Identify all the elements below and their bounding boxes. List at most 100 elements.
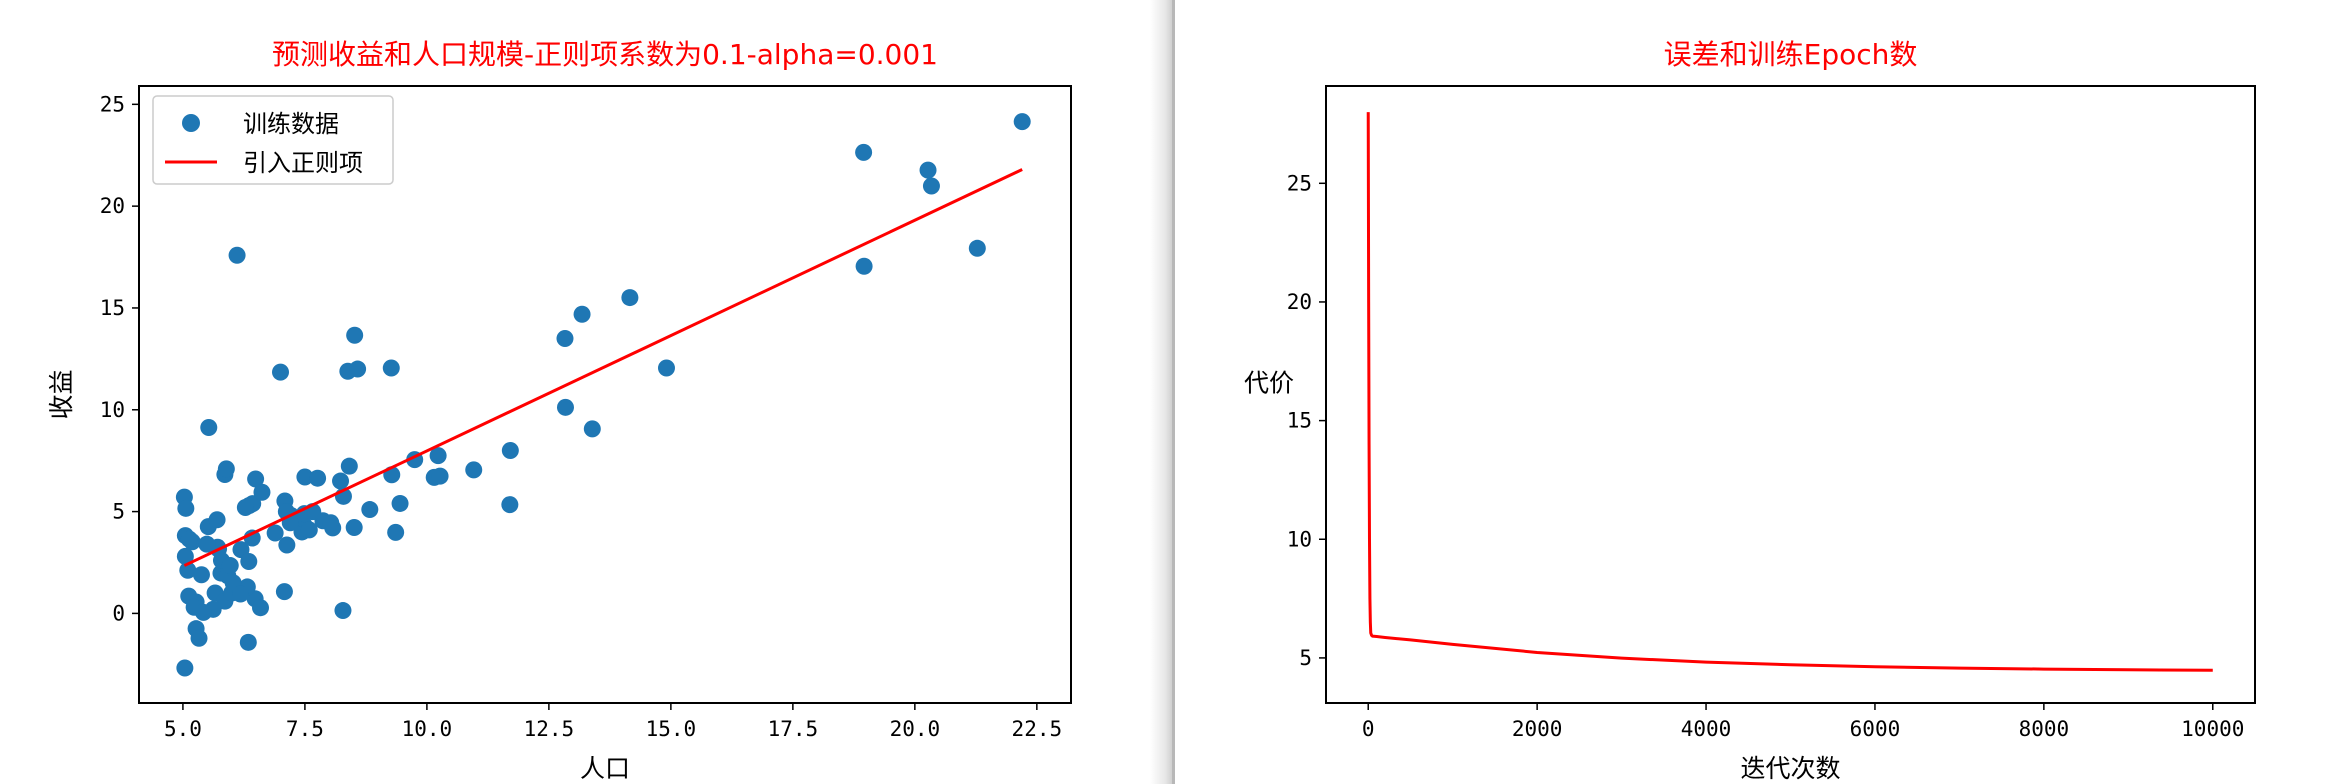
scatter-point [391, 494, 409, 512]
scatter-point [429, 447, 447, 465]
scatter-point [252, 599, 270, 617]
scatter-point [296, 468, 314, 486]
x-axis-label: 人口 [580, 754, 630, 783]
x-axis-label: 迭代次数 [1740, 754, 1840, 783]
scatter-point [192, 566, 210, 584]
x-tick-label: 17.5 [768, 717, 819, 741]
scatter-point [243, 529, 261, 547]
legend-scatter-marker [182, 114, 200, 132]
scatter-point [345, 518, 363, 536]
scatter-point [253, 483, 271, 501]
scatter-point [382, 359, 400, 377]
scatter-point [501, 441, 519, 459]
x-tick-label: 12.5 [524, 717, 575, 741]
scatter-point [556, 330, 574, 348]
scatter-point [465, 461, 483, 479]
scatter-point [968, 239, 986, 257]
y-tick-label: 15 [1287, 409, 1312, 433]
scatter-point [200, 418, 218, 436]
scatter-point [573, 305, 591, 323]
y-tick-label: 10 [100, 398, 125, 422]
y-tick-label: 10 [1287, 527, 1312, 551]
scatter-point [431, 467, 449, 485]
plot-area-frame [138, 85, 1072, 704]
chart-cost-vs-epoch: 误差和训练Epoch数 迭代次数 代价 0 2000 4000 6000 8000 100… [1244, 38, 2256, 783]
scatter-point [583, 420, 601, 438]
cost-curve-group [1366, 112, 2213, 672]
y-tick-label: 20 [1287, 290, 1312, 314]
x-tick-label: 20.0 [890, 717, 941, 741]
scatter-point [349, 360, 367, 378]
y-tick-label: 25 [100, 92, 125, 116]
scatter-point [272, 363, 290, 381]
scatter-point [275, 583, 293, 601]
y-tick-label: 20 [100, 194, 125, 218]
scatter-point [387, 523, 405, 541]
chart-population-revenue: 预测收益和人口规模-正则项系数为0.1-alpha=0.001 人口 收益 5.… [47, 38, 1072, 783]
x-tick-label: 2000 [1512, 717, 1563, 741]
x-tick-label: 7.5 [286, 717, 324, 741]
scatter-point [332, 472, 350, 490]
scatter-point [922, 177, 940, 195]
legend: 训练数据 引入正则项 [152, 95, 394, 185]
y-tick-label: 0 [112, 601, 125, 625]
scatter-point [300, 521, 318, 539]
y-axis-label: 代价 [1244, 369, 1294, 398]
plot-area-frame [1325, 85, 2256, 704]
legend-label-regularized: 引入正则项 [243, 149, 363, 177]
x-tick-label: 8000 [2019, 717, 2070, 741]
regression-line [183, 168, 1023, 567]
axis-ticks: 5.0 7.5 10.0 12.5 15.0 17.5 20.0 22.5 0 5 10 15 20 25 [100, 92, 1062, 741]
scatter-point [194, 603, 212, 621]
scatter-point [217, 460, 235, 478]
scatter-point [208, 511, 226, 529]
scatter-point [334, 602, 352, 620]
scatter-point [1013, 113, 1031, 131]
scatter-point [621, 289, 639, 307]
y-tick-label: 25 [1287, 171, 1312, 195]
scatter-point [556, 398, 574, 416]
scatter-point [180, 530, 198, 548]
scatter-point [247, 470, 265, 488]
scatter-point [176, 547, 194, 565]
chart-title: 预测收益和人口规模-正则项系数为0.1-alpha=0.001 [272, 38, 938, 71]
x-tick-label: 4000 [1681, 717, 1732, 741]
scatter-point [266, 524, 284, 542]
scatter-point [228, 246, 246, 264]
right-chart-panel: 误差和训练Epoch数 迭代次数 代价 0 2000 4000 6000 8000 100… [1175, 0, 2334, 784]
cost-curve [1366, 112, 2213, 672]
scatter-point [309, 469, 327, 487]
chart-title: 误差和训练Epoch数 [1664, 38, 1918, 71]
regression-line-group [183, 168, 1023, 567]
scatter-point [239, 633, 257, 651]
legend-label-training-data: 训练数据 [243, 110, 339, 138]
scatter-point [198, 535, 216, 553]
x-tick-label: 22.5 [1012, 717, 1063, 741]
x-tick-label: 0 [1362, 717, 1375, 741]
scatter-point [176, 659, 194, 677]
y-tick-label: 5 [112, 500, 125, 524]
axis-ticks: 0 2000 4000 6000 8000 10000 5 10 15 20 25 [1287, 171, 2245, 741]
scatter-point [657, 359, 675, 377]
x-tick-label: 15.0 [646, 717, 697, 741]
y-tick-label: 5 [1299, 646, 1312, 670]
scatter-points [175, 113, 1031, 677]
panel-divider-shadow [1150, 0, 1172, 784]
scatter-point [322, 514, 340, 532]
y-axis-label: 收益 [47, 369, 76, 419]
y-tick-label: 15 [100, 296, 125, 320]
scatter-point [177, 499, 195, 517]
x-tick-label: 6000 [1850, 717, 1901, 741]
scatter-point [190, 629, 208, 647]
scatter-point [855, 143, 873, 161]
scatter-point [236, 499, 254, 517]
left-chart-panel: 预测收益和人口规模-正则项系数为0.1-alpha=0.001 人口 收益 5.… [47, 38, 1072, 783]
scatter-point [179, 561, 197, 579]
scatter-point [231, 585, 249, 603]
scatter-point [340, 457, 358, 475]
scatter-point [919, 161, 937, 179]
scatter-point [855, 257, 873, 275]
scatter-point [221, 557, 239, 575]
scatter-point [361, 501, 379, 519]
scatter-point [501, 496, 519, 514]
